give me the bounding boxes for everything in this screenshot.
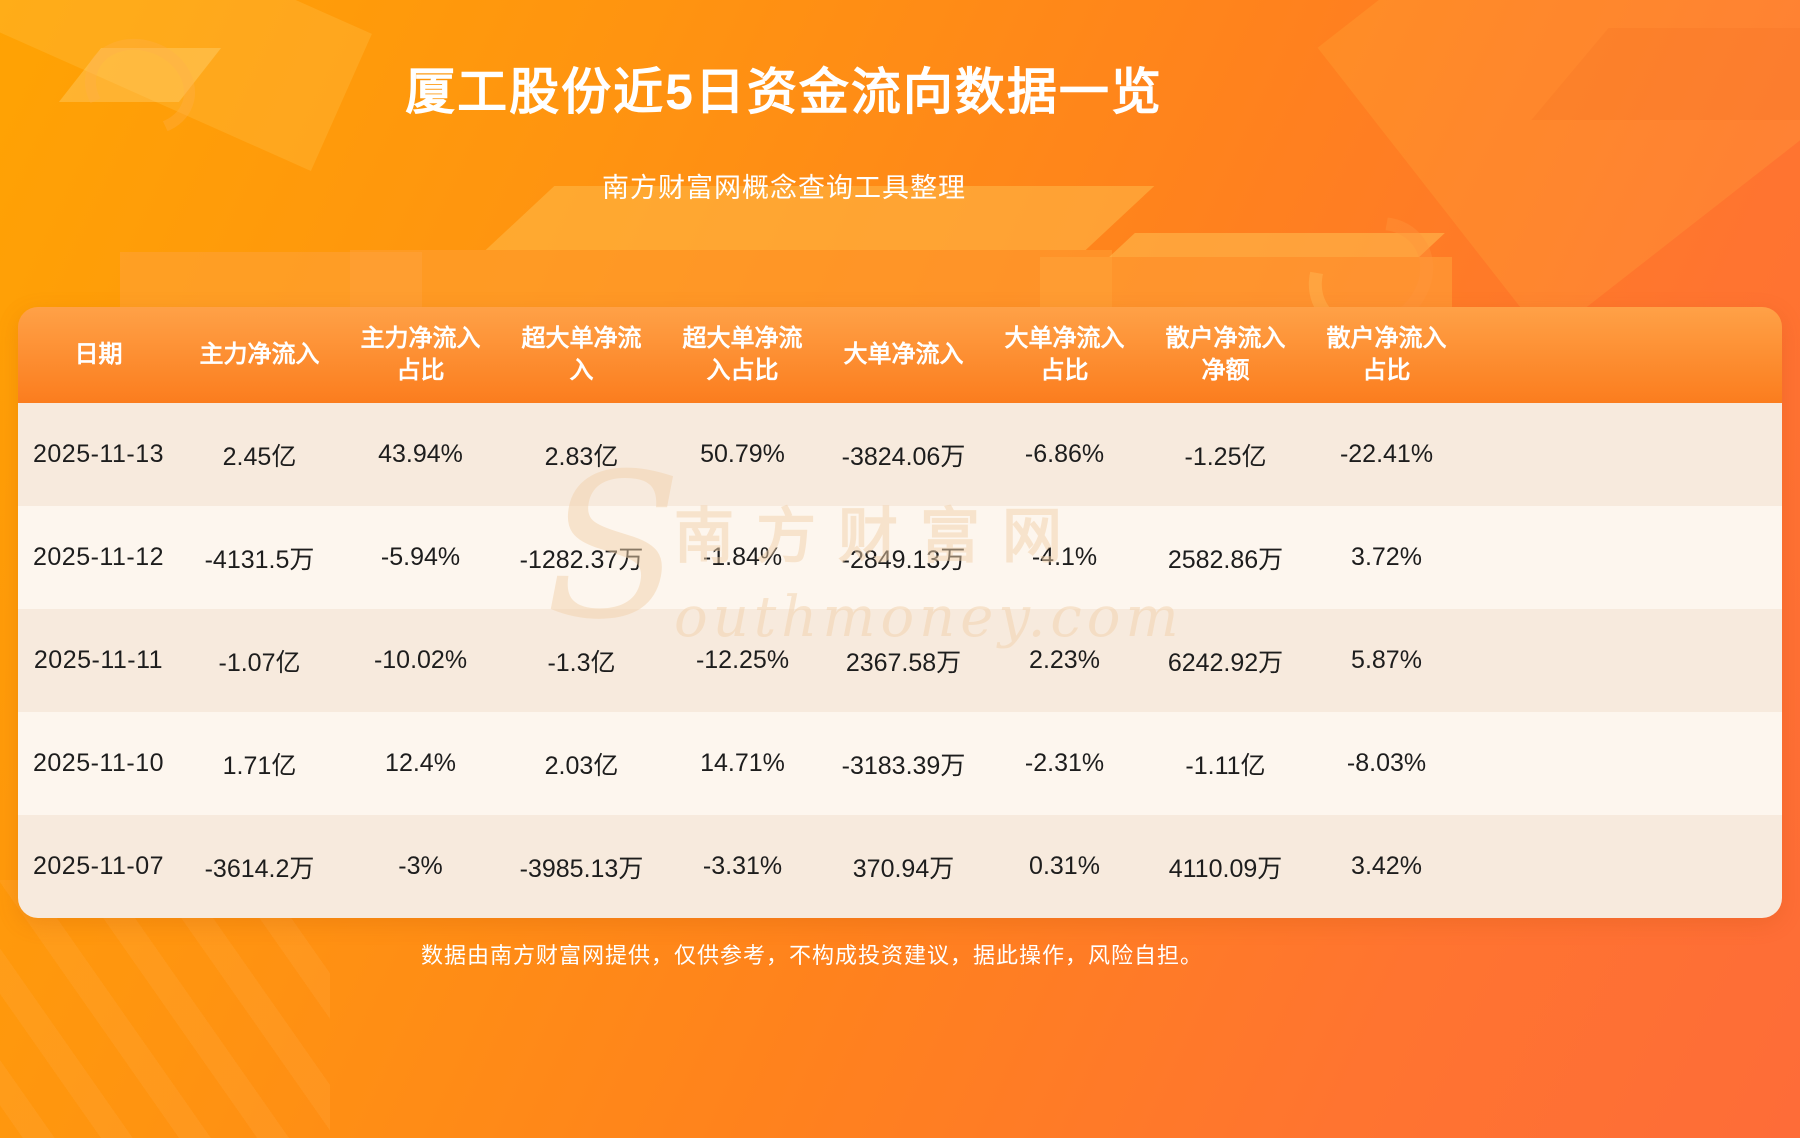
table-header-row: 日期 主力净流入 主力净流入 占比 超大单净流 入超大单净流 入占比 大单净流入 大单净流… [18, 307, 1782, 403]
table-row: 2025-11-13 2.45亿 43.94% 2.83亿 50.79% -3824.06… [18, 403, 1782, 506]
value-cell: -22.41% [1339, 440, 1434, 468]
table-row: 2025-11-07 -3614.2万 -3% -3985.13万 -3.31% 370.… [18, 815, 1782, 918]
value-cell: -3985.13万 [519, 854, 644, 883]
column-header: 超大单净流 入 [521, 324, 642, 384]
value-cell: 2.45亿 [222, 442, 297, 471]
value-cell: -3824.06万 [841, 442, 966, 471]
column-header: 主力净流入 占比 [360, 324, 481, 384]
value-cell: 4110.09万 [1168, 854, 1283, 883]
value-cell: -1.07亿 [218, 648, 301, 677]
heading: 厦工股份近5日资金流向数据一览 南方财富网概念查询工具整理 [0, 0, 1800, 205]
column-header: 大单净流入 [843, 340, 964, 368]
value-cell: 5.87% [1351, 646, 1422, 674]
column-header: 散户净流入 净额 [1165, 324, 1286, 384]
value-cell: 2582.86万 [1167, 545, 1284, 574]
table-row: 2025-11-11 -1.07亿 -10.02% -1.3亿 -12.25% 2367.… [18, 609, 1782, 712]
column-header: 主力净流入 [199, 340, 320, 368]
value-cell: 1.71亿 [222, 751, 297, 780]
value-cell: 43.94% [378, 440, 463, 468]
value-cell: -1282.37万 [519, 545, 644, 574]
value-cell: -6.86% [1024, 440, 1105, 468]
column-header: 大单净流入 占比 [1004, 324, 1125, 384]
fund-flow-table: 日期 主力净流入 主力净流入 占比 超大单净流 入超大单净流 入占比 大单净流入 大单净流… [18, 307, 1782, 918]
table-row: 2025-11-12 -4131.5万 -5.94% -1282.37万 -1.84% -… [18, 506, 1782, 609]
value-cell: -8.03% [1346, 749, 1427, 777]
value-cell: 12.4% [385, 749, 456, 777]
value-cell: -2849.13万 [841, 545, 966, 574]
decor-box-left [120, 252, 422, 312]
table-row: 2025-11-10 1.71亿 12.4% 2.03亿 14.71% -3183.39万… [18, 712, 1782, 815]
decor-box-right [1040, 257, 1452, 312]
value-cell: -5.94% [380, 543, 461, 571]
page-subtitle: 南方财富网概念查询工具整理 [602, 173, 966, 203]
value-cell: 6242.92万 [1167, 648, 1284, 677]
value-cell: 2367.58万 [845, 648, 962, 677]
value-cell: 3.42% [1351, 852, 1422, 880]
value-cell: 50.79% [700, 440, 785, 468]
value-cell: 0.31% [1029, 852, 1100, 880]
decor-box-right-top [1109, 233, 1445, 257]
value-cell: -1.84% [702, 543, 783, 571]
value-cell: 14.71% [700, 749, 785, 777]
date-cell: 2025-11-12 [32, 543, 165, 571]
column-header: 散户净流入 占比 [1326, 324, 1447, 384]
column-header: 日期 [74, 340, 123, 368]
decor-podium-front-face [350, 250, 1112, 312]
column-header: 超大单净流 入占比 [682, 324, 803, 384]
date-cell: 2025-11-10 [32, 749, 165, 777]
date-cell: 2025-11-11 [33, 646, 164, 674]
value-cell: 2.23% [1029, 646, 1100, 674]
value-cell: -3.31% [702, 852, 783, 880]
value-cell: -1.25亿 [1184, 442, 1267, 471]
value-cell: 2.03亿 [544, 751, 619, 780]
value-cell: -2.31% [1024, 749, 1105, 777]
value-cell: -12.25% [695, 646, 790, 674]
decor-stripes-bottom-left [0, 880, 330, 1138]
value-cell: -3% [398, 852, 443, 880]
date-cell: 2025-11-13 [32, 440, 165, 468]
value-cell: 2.83亿 [544, 442, 619, 471]
value-cell: 3.72% [1351, 543, 1422, 571]
value-cell: -3614.2万 [204, 854, 315, 883]
value-cell: 370.94万 [852, 854, 955, 883]
value-cell: -4131.5万 [204, 545, 315, 574]
table-body: 2025-11-13 2.45亿 43.94% 2.83亿 50.79% -3824.06… [18, 403, 1782, 918]
value-cell: -4.1% [1031, 543, 1098, 571]
value-cell: -10.02% [373, 646, 468, 674]
value-cell: -3183.39万 [841, 751, 966, 780]
value-cell: -1.11亿 [1185, 751, 1266, 780]
value-cell: -1.3亿 [547, 648, 616, 677]
page-title: 厦工股份近5日资金流向数据一览 [405, 64, 1163, 120]
footer-disclaimer: 数据由南方财富网提供，仅供参考，不构成投资建议，据此操作，风险自担。 [420, 943, 1203, 968]
date-cell: 2025-11-07 [32, 852, 165, 880]
